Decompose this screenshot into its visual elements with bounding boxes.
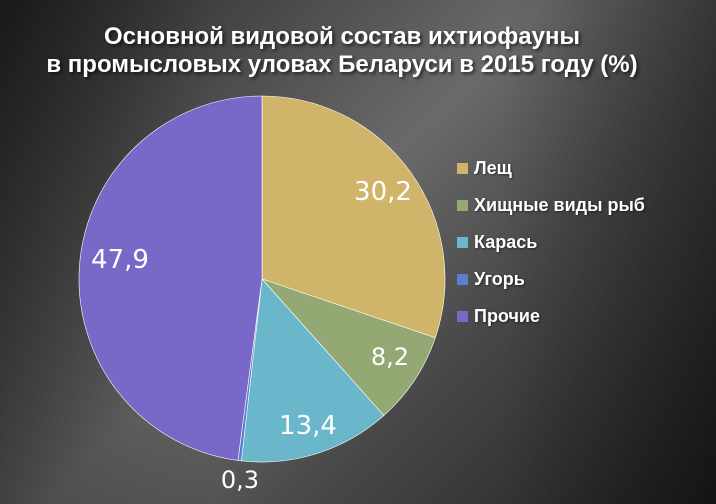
legend-label-1: Хищные виды рыб	[474, 194, 645, 215]
legend-item-4: Прочие	[457, 303, 540, 329]
legend-item-3: Угорь	[457, 266, 525, 292]
legend-swatch-4	[457, 310, 468, 322]
legend-item-2: Карась	[457, 229, 537, 255]
legend-label-4: Прочие	[474, 305, 541, 326]
legend-label-3: Угорь	[474, 268, 525, 289]
data-label-3: 0,3	[221, 466, 259, 494]
legend-swatch-1	[457, 199, 468, 211]
data-label-4: 47,9	[91, 245, 149, 275]
legend-swatch-2	[457, 236, 468, 248]
pie-slice-1	[261, 278, 436, 416]
data-label-1: 8,2	[371, 343, 409, 371]
data-label-0: 30,2	[354, 177, 412, 207]
chart-title-line-2: в промысловых уловах Беларуси в 2015 год…	[46, 51, 638, 78]
legend-item-0: Лещ	[457, 155, 512, 181]
legend-swatch-3	[457, 273, 468, 285]
data-label-2: 13,4	[279, 411, 337, 441]
legend-item-1: Хищные виды рыб	[457, 192, 645, 218]
pie-slice-2	[241, 278, 385, 463]
chart-title-line-1: Основной видовой состав ихтиофауны	[104, 23, 580, 50]
pie-slice-4	[78, 95, 263, 461]
legend-label-2: Карась	[474, 231, 538, 252]
pie-slice-0	[261, 95, 446, 339]
legend-label-0: Лещ	[474, 157, 512, 178]
legend-swatch-0	[457, 162, 468, 174]
